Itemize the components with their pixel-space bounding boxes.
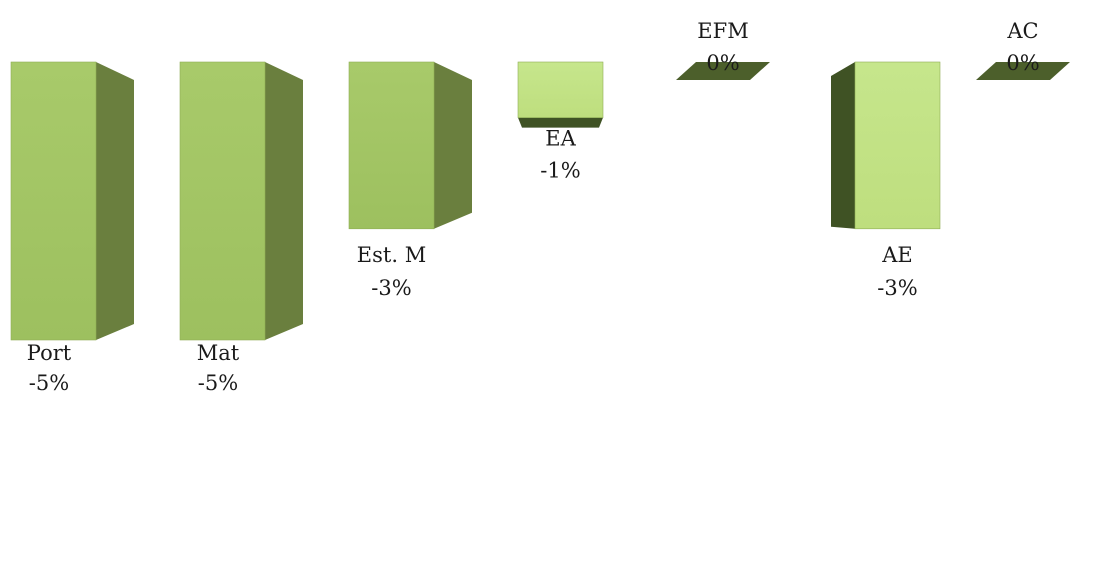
bar-front-face [517,61,604,118]
bar-front-face [854,61,941,230]
labels-layer: Port -5% Mat -5% Est. M -3% EA -1% EFM 0% AE -3% AC 0… [27,19,1040,395]
category-label: AC [1006,19,1038,43]
bar-est-m [348,61,472,230]
bar-side-face [96,62,134,340]
bar-bottom-face [518,117,603,128]
value-label: -1% [540,159,580,183]
bar-top-face [976,62,1070,80]
bar-ae [831,61,941,230]
bar-mat [179,61,303,341]
bar-side-face [434,62,472,229]
value-label: -5% [29,371,69,395]
category-label: AE [881,243,913,267]
category-label: EA [545,127,576,151]
category-label: EFM [697,19,748,43]
bar-side-face [831,62,855,229]
value-label: 0% [1006,51,1039,75]
bar-efm [676,62,770,80]
bar-ea [517,61,604,128]
bar-top-face [676,62,770,80]
value-label: -3% [877,276,917,300]
bar-front-face [10,61,97,341]
value-label: -5% [198,371,238,395]
bar-ac [976,62,1070,80]
bar-side-face [265,62,303,340]
value-label: -3% [371,276,411,300]
bar-front-face [179,61,266,341]
category-label: Est. M [357,243,426,267]
bar-front-face [348,61,435,230]
category-label: Mat [197,341,240,365]
bars-layer [10,61,1070,341]
category-label: Port [27,341,72,365]
bar-port [10,61,134,341]
value-label: 0% [706,51,739,75]
